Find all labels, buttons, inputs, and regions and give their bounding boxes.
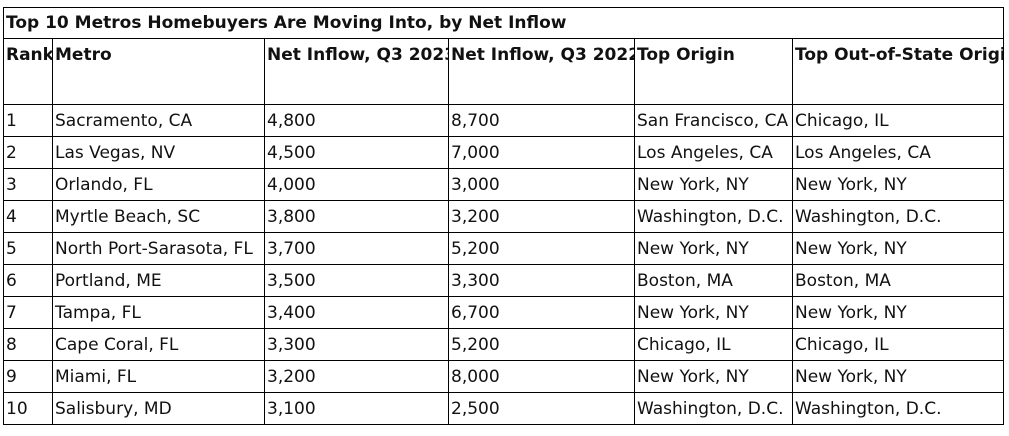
table-body: 1 Sacramento, CA 4,800 8,700 San Francisco, … [3, 104, 1005, 425]
top-origin-cell: New York, NY [634, 232, 793, 265]
rank-cell: 9 [3, 360, 53, 393]
metro-cell: Miami, FL [52, 360, 265, 393]
net-inflow-2022-cell: 8,700 [448, 104, 635, 137]
rank-cell: 6 [3, 264, 53, 297]
header-top-origin: Top Origin [634, 38, 793, 105]
net-inflow-2022-cell: 5,200 [448, 232, 635, 265]
rank-cell: 8 [3, 328, 53, 361]
net-inflow-2022-cell: 7,000 [448, 136, 635, 169]
header-net-inflow-2023: Net Inflow, Q3 2023 [264, 38, 449, 105]
net-inflow-2023-cell: 3,100 [264, 392, 449, 425]
top-origin-cell: Washington, D.C. [634, 200, 793, 233]
table-row: 9 Miami, FL 3,200 8,000 New York, NY New York… [3, 360, 1005, 393]
table-row: 1 Sacramento, CA 4,800 8,700 San Francisco, … [3, 104, 1005, 137]
metro-cell: North Port-Sarasota, FL [52, 232, 265, 265]
net-inflow-2023-cell: 3,800 [264, 200, 449, 233]
metro-cell: Tampa, FL [52, 296, 265, 329]
metro-cell: Salisbury, MD [52, 392, 265, 425]
top-origin-cell: New York, NY [634, 296, 793, 329]
top-out-of-state-origin-cell: Los Angeles, CA [791, 136, 1005, 169]
net-inflow-2023-cell: 3,200 [264, 360, 449, 393]
net-inflow-2022-cell: 6,700 [448, 296, 635, 329]
table-row: 7 Tampa, FL 3,400 6,700 New York, NY New York… [3, 296, 1005, 329]
net-inflow-2022-cell: 8,000 [448, 360, 635, 393]
header-row: Rank Metro Net Inflow, Q3 2023 Net Inflo… [3, 38, 1005, 105]
top-out-of-state-origin-cell: Chicago, IL [791, 328, 1005, 361]
net-inflow-2023-cell: 3,500 [264, 264, 449, 297]
net-inflow-2023-cell: 3,400 [264, 296, 449, 329]
title-row: Top 10 Metros Homebuyers Are Moving Into… [2, 7, 1005, 39]
rank-cell: 4 [3, 200, 53, 233]
header-top-out-of-state-origin: Top Out-of-State Origin [791, 38, 1005, 105]
net-inflow-2022-cell: 2,500 [448, 392, 635, 425]
metro-cell: Las Vegas, NV [52, 136, 265, 169]
top-out-of-state-origin-cell: Chicago, IL [791, 104, 1005, 137]
rank-cell: 7 [3, 296, 53, 329]
rank-cell: 3 [3, 168, 53, 201]
table-title: Top 10 Metros Homebuyers Are Moving Into… [2, 7, 1005, 39]
top-origin-cell: Boston, MA [634, 264, 793, 297]
table-row: 5 North Port-Sarasota, FL 3,700 5,200 New Yo… [3, 232, 1005, 265]
net-inflow-2023-cell: 3,700 [264, 232, 449, 265]
net-inflow-2022-cell: 5,200 [448, 328, 635, 361]
net-inflow-2022-cell: 3,300 [448, 264, 635, 297]
top-out-of-state-origin-cell: Washington, D.C. [791, 200, 1005, 233]
table-row: 10 Salisbury, MD 3,100 2,500 Washington, D.C… [3, 392, 1005, 425]
top-origin-cell: Washington, D.C. [634, 392, 793, 425]
metros-table: Top 10 Metros Homebuyers Are Moving Into… [2, 7, 1005, 425]
table-row: 8 Cape Coral, FL 3,300 5,200 Chicago, IL Chic… [3, 328, 1005, 361]
net-inflow-2023-cell: 3,300 [264, 328, 449, 361]
net-inflow-2023-cell: 4,800 [264, 104, 449, 137]
top-out-of-state-origin-cell: New York, NY [791, 168, 1005, 201]
top-origin-cell: San Francisco, CA [634, 104, 793, 137]
rank-cell: 2 [3, 136, 53, 169]
table-row: 3 Orlando, FL 4,000 3,000 New York, NY New Yo… [3, 168, 1005, 201]
top-origin-cell: New York, NY [634, 360, 793, 393]
metro-cell: Myrtle Beach, SC [52, 200, 265, 233]
metro-cell: Orlando, FL [52, 168, 265, 201]
table-row: 4 Myrtle Beach, SC 3,800 3,200 Washington, D… [3, 200, 1005, 233]
metro-cell: Sacramento, CA [52, 104, 265, 137]
rank-cell: 1 [3, 104, 53, 137]
rank-cell: 10 [3, 392, 53, 425]
net-inflow-2023-cell: 4,000 [264, 168, 449, 201]
top-out-of-state-origin-cell: New York, NY [791, 360, 1005, 393]
header-metro: Metro [52, 38, 265, 105]
table-row: 6 Portland, ME 3,500 3,300 Boston, MA Boston,… [3, 264, 1005, 297]
net-inflow-2022-cell: 3,000 [448, 168, 635, 201]
rank-cell: 5 [3, 232, 53, 265]
top-origin-cell: New York, NY [634, 168, 793, 201]
net-inflow-2022-cell: 3,200 [448, 200, 635, 233]
top-origin-cell: Chicago, IL [634, 328, 793, 361]
table-row: 2 Las Vegas, NV 4,500 7,000 Los Angeles, CA L… [3, 136, 1005, 169]
top-out-of-state-origin-cell: New York, NY [791, 232, 1005, 265]
header-net-inflow-2022: Net Inflow, Q3 2022 [448, 38, 635, 105]
top-out-of-state-origin-cell: Washington, D.C. [791, 392, 1005, 425]
metro-cell: Cape Coral, FL [52, 328, 265, 361]
top-origin-cell: Los Angeles, CA [634, 136, 793, 169]
top-out-of-state-origin-cell: New York, NY [791, 296, 1005, 329]
net-inflow-2023-cell: 4,500 [264, 136, 449, 169]
metro-cell: Portland, ME [52, 264, 265, 297]
top-out-of-state-origin-cell: Boston, MA [791, 264, 1005, 297]
header-rank: Rank [3, 38, 53, 105]
